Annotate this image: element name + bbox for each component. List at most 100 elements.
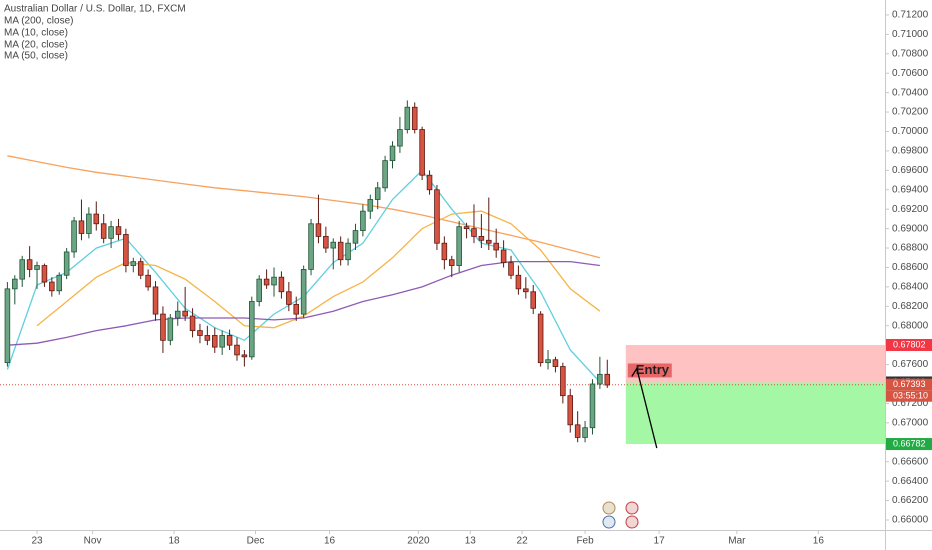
candle-body	[123, 234, 129, 266]
x-tick-label: 17	[654, 536, 666, 547]
candle-body	[108, 226, 114, 239]
target-zone	[625, 382, 885, 445]
candle-body	[293, 303, 300, 315]
candle-body	[582, 427, 588, 438]
candle-body	[286, 291, 292, 305]
y-tick-label: 0.68000	[892, 320, 929, 331]
x-tick-label: Mar	[728, 536, 746, 547]
x-tick-label: 23	[31, 536, 43, 547]
candle-body	[271, 276, 277, 286]
candle-body	[515, 274, 522, 290]
y-tick-label: 0.71200	[892, 10, 929, 21]
candle-body	[189, 315, 196, 332]
candle-body	[397, 129, 403, 147]
candle-body	[315, 223, 322, 237]
candle-body	[115, 226, 122, 235]
candle-body	[278, 276, 285, 293]
target-price-label: 0.66782	[893, 438, 926, 448]
candle-body	[211, 335, 218, 348]
target-price-label-bg	[886, 438, 932, 451]
candle-body	[471, 228, 477, 237]
y-tick-label: 0.66000	[892, 515, 929, 526]
candle-body	[174, 310, 181, 319]
candle-body	[197, 330, 203, 336]
y-tick-label: 0.71000	[892, 29, 929, 40]
x-tick-label: 13	[465, 536, 477, 547]
event-icon[interactable]	[602, 515, 616, 529]
candle-body	[419, 129, 425, 176]
candle-body	[404, 106, 411, 130]
candle-body	[537, 313, 544, 364]
candle-body	[441, 242, 448, 261]
projection-arrow	[631, 366, 658, 449]
stop-price-label: 0.67802	[893, 339, 926, 349]
x-tick-label: 22	[517, 536, 529, 547]
candle-body	[360, 210, 366, 231]
candle-body	[167, 317, 174, 341]
candle-body	[263, 278, 270, 286]
y-tick-label: 0.68600	[892, 262, 929, 273]
stop-price-label-bg	[886, 338, 932, 351]
candle-body	[345, 242, 351, 261]
y-tick-label: 0.66200	[892, 495, 929, 506]
candle-body	[448, 259, 455, 266]
candle-body	[219, 335, 225, 348]
y-tick-label: 0.69800	[892, 146, 929, 157]
y-tick-label: 0.70800	[892, 48, 929, 59]
event-icon[interactable]	[602, 501, 616, 515]
legend-entry: MA (200, close)	[4, 16, 73, 27]
candle-body	[56, 274, 63, 292]
candle-body	[63, 251, 70, 276]
candle-body	[241, 354, 248, 358]
candle-body	[182, 310, 188, 317]
candle-body	[493, 242, 499, 251]
candle-body	[86, 213, 92, 234]
y-tick-label: 0.70600	[892, 68, 929, 79]
candle-body	[226, 335, 233, 346]
candle-body	[589, 383, 596, 429]
legend-entry: MA (20, close)	[4, 40, 68, 51]
y-tick-label: 0.70200	[892, 107, 929, 118]
y-tick-label: 0.70000	[892, 126, 929, 137]
candle-body	[382, 160, 388, 189]
y-tick-label: 0.66600	[892, 456, 929, 467]
y-tick-label: 0.69400	[892, 184, 929, 195]
candle-body	[34, 265, 40, 270]
candle-body	[374, 187, 381, 200]
event-icons	[602, 501, 639, 529]
countdown-bg	[886, 390, 932, 402]
candle-body	[463, 226, 470, 230]
candle-body	[500, 249, 507, 264]
event-icon[interactable]	[625, 501, 639, 515]
x-tick-label: 18	[168, 536, 180, 547]
chart-title: Australian Dollar / U.S. Dollar, 1D, FXC…	[4, 4, 186, 15]
candle-body	[78, 220, 85, 234]
candle-body	[567, 395, 574, 426]
candle-body	[597, 373, 603, 385]
candle-body	[352, 230, 359, 244]
candle-body	[249, 301, 255, 358]
candle-body	[530, 291, 536, 309]
candle-body	[337, 241, 344, 261]
last-price-label-bg	[886, 378, 932, 391]
candle-body	[93, 213, 100, 225]
candle-body	[130, 261, 137, 266]
y-tick-label: 0.68800	[892, 243, 929, 254]
candle-body	[4, 288, 11, 364]
candle-body	[145, 274, 151, 288]
event-icon[interactable]	[625, 515, 639, 529]
candle-body	[389, 145, 396, 162]
candle-body	[330, 241, 337, 249]
candle-body	[604, 373, 611, 386]
candle-body	[545, 359, 551, 364]
candle-body	[560, 366, 566, 397]
ma-line	[7, 155, 601, 259]
candle-body	[100, 223, 107, 239]
last-price-label: 0.67393	[893, 379, 926, 389]
candle-body	[137, 261, 144, 276]
y-tick-label: 0.67000	[892, 418, 929, 429]
candle-body	[41, 265, 48, 283]
candle-body	[323, 235, 329, 249]
x-tick-label: Dec	[247, 536, 265, 547]
